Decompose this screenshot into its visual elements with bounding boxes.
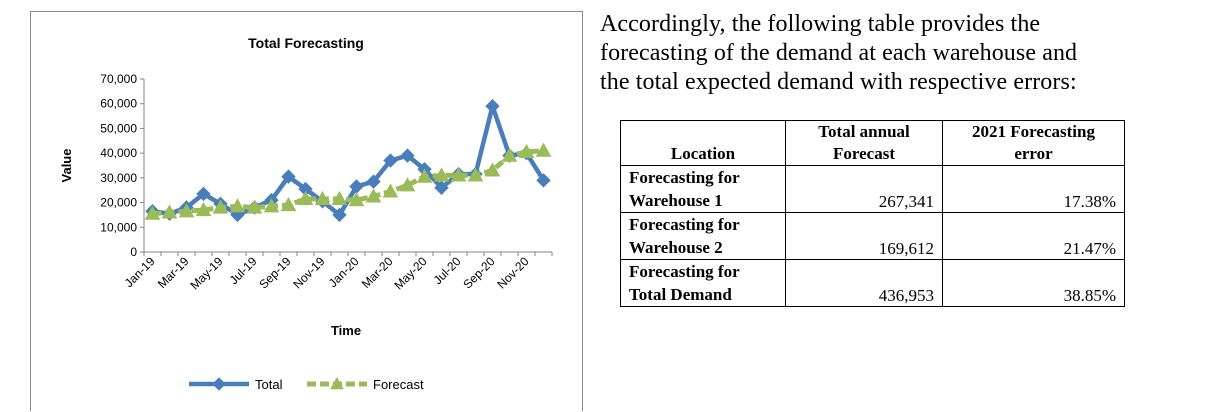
data-point-total (281, 169, 296, 184)
row-forecast: 169,612 (785, 212, 943, 260)
header-forecast-line1: Total annual (818, 122, 910, 141)
data-point-total (383, 153, 398, 168)
data-point-forecast (161, 204, 178, 219)
data-point-forecast (399, 177, 416, 192)
y-tick-label: 30,000 (100, 171, 137, 185)
row-forecast: 436,953 (785, 259, 943, 307)
row-forecast: 267,341 (785, 165, 943, 213)
chart-title: Total Forecasting (248, 35, 364, 51)
row-error: 17.38% (942, 165, 1125, 213)
x-tick-label: Jan-20 (326, 254, 362, 290)
x-tick-label: May-19 (187, 254, 225, 292)
row-location-line1: Forecasting for (629, 168, 740, 187)
data-point-total (332, 207, 347, 223)
data-point-total (366, 174, 381, 189)
data-point-forecast (314, 190, 331, 205)
x-tick-label: Nov-20 (494, 254, 531, 291)
x-tick-label: Mar-20 (359, 254, 396, 291)
text-panel: Accordingly, the following table provide… (600, 10, 1160, 307)
row-location-line1: Forecasting for (629, 215, 740, 234)
intro-line: the total expected demand with respectiv… (600, 69, 1077, 95)
y-tick-label: 40,000 (100, 146, 137, 160)
line-chart: Total Forecasting 0 10,000 20,000 30,000 40,0… (59, 35, 553, 392)
x-tick-label: Mar-19 (155, 254, 192, 291)
y-axis-label: Value (59, 149, 74, 183)
data-point-forecast (416, 168, 433, 183)
data-point-forecast (144, 205, 161, 220)
legend-label: Forecast (373, 377, 424, 392)
data-point-forecast (518, 143, 535, 159)
y-tick-label: 60,000 (100, 97, 137, 111)
row-location-line2: Warehouse 2 (629, 238, 723, 257)
data-point-forecast (365, 188, 382, 203)
chart-panel: Total Forecasting 0 10,000 20,000 30,000 40,0… (30, 11, 583, 411)
row-location-line2: Warehouse 1 (629, 191, 723, 210)
x-tick-label: Jul-19 (227, 254, 260, 287)
data-point-forecast (535, 142, 552, 157)
y-tick-label: 10,000 (100, 220, 137, 234)
intro-line: Accordingly, the following table provide… (600, 11, 1041, 37)
y-tick-label: 0 (130, 245, 137, 259)
x-tick-label: Jan-19 (122, 254, 158, 290)
row-error: 38.85% (942, 259, 1125, 307)
data-point-forecast (484, 162, 501, 177)
row-error: 21.47% (942, 212, 1125, 260)
data-point-forecast (331, 190, 348, 205)
table-row: Forecasting for Warehouse 1 267,341 17.3… (620, 165, 1125, 213)
row-location: Forecasting for Warehouse 1 (620, 165, 786, 213)
data-point-forecast (246, 199, 263, 214)
x-tick-label: Jul-20 (431, 254, 464, 287)
intro-paragraph: Accordingly, the following table provide… (600, 10, 1160, 97)
y-tick-label: 20,000 (100, 196, 137, 210)
data-point-forecast (229, 198, 246, 213)
data-point-total (485, 98, 500, 114)
legend-marker-forecast (330, 376, 344, 390)
data-point-forecast (263, 198, 280, 213)
data-point-total (536, 173, 551, 188)
intro-line: forecasting of the demand at each wareho… (600, 40, 1078, 66)
x-tick-label: Nov-19 (290, 254, 327, 291)
y-tick-label: 70,000 (100, 72, 137, 86)
header-error-line1: 2021 Forecasting (972, 122, 1095, 141)
data-point-forecast (501, 147, 518, 162)
data-point-forecast (382, 183, 399, 198)
data-point-total (196, 186, 211, 202)
data-point-forecast (212, 199, 229, 214)
row-location-line1: Forecasting for (629, 262, 740, 281)
x-tick-label: Sep-19 (256, 254, 293, 291)
x-tick-label: May-20 (391, 254, 429, 292)
forecast-table: Location Total annual Forecast 2021 Fore… (620, 120, 1125, 307)
data-point-forecast (178, 203, 195, 218)
y-tick-label: 50,000 (100, 121, 137, 135)
legend-label: Total (255, 377, 283, 392)
data-point-forecast (280, 197, 297, 212)
data-point-total (400, 148, 415, 163)
header-forecast: Total annual Forecast (785, 120, 943, 166)
header-location: Location (620, 120, 786, 166)
data-point-total (434, 180, 449, 195)
x-tick-label: Sep-20 (460, 254, 497, 291)
table-header-row: Location Total annual Forecast 2021 Fore… (620, 120, 1125, 166)
row-location-line2: Total Demand (629, 285, 732, 304)
header-forecast-line2: Forecast (833, 144, 895, 163)
row-location: Forecasting for Total Demand (620, 259, 786, 307)
data-point-forecast (297, 190, 314, 205)
data-point-forecast (450, 167, 467, 182)
row-location: Forecasting for Warehouse 2 (620, 212, 786, 260)
data-point-forecast (467, 167, 484, 182)
table-row: Forecasting for Warehouse 2 169,612 21.4… (620, 212, 1125, 260)
x-axis-label: Time (331, 323, 361, 338)
legend-marker-total (212, 377, 226, 391)
header-error-line2: error (1014, 144, 1053, 163)
table-row: Forecasting for Total Demand 436,953 38.… (620, 259, 1125, 307)
data-point-forecast (348, 192, 365, 207)
data-point-forecast (433, 167, 450, 182)
data-point-forecast (195, 201, 212, 217)
header-error: 2021 Forecasting error (942, 120, 1125, 166)
